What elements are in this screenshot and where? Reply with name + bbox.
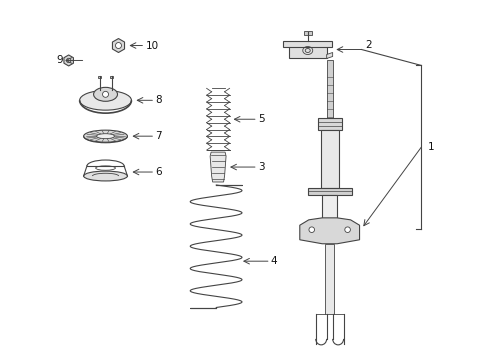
Polygon shape bbox=[64, 55, 73, 66]
Bar bbox=[307, 188, 351, 195]
Text: 8: 8 bbox=[155, 95, 162, 105]
Text: 2: 2 bbox=[365, 40, 371, 50]
Bar bbox=[317, 118, 341, 130]
Ellipse shape bbox=[80, 90, 131, 110]
Polygon shape bbox=[112, 39, 124, 53]
Polygon shape bbox=[299, 218, 359, 244]
Bar bbox=[326, 60, 332, 122]
Text: 6: 6 bbox=[155, 167, 162, 177]
Bar bbox=[324, 244, 334, 315]
Circle shape bbox=[66, 58, 71, 63]
Ellipse shape bbox=[83, 130, 127, 142]
Circle shape bbox=[102, 91, 108, 97]
Polygon shape bbox=[326, 53, 332, 58]
Bar bbox=[110, 76, 113, 78]
Bar bbox=[288, 42, 326, 58]
Text: 4: 4 bbox=[270, 256, 277, 266]
Text: 5: 5 bbox=[258, 114, 264, 124]
Circle shape bbox=[344, 227, 350, 233]
Ellipse shape bbox=[96, 134, 114, 139]
Bar bbox=[98, 76, 101, 78]
Bar bbox=[322, 195, 336, 238]
Bar bbox=[320, 130, 338, 188]
Polygon shape bbox=[210, 152, 225, 182]
Text: 1: 1 bbox=[427, 142, 434, 152]
Text: 9: 9 bbox=[57, 55, 63, 66]
Circle shape bbox=[115, 42, 121, 49]
Ellipse shape bbox=[93, 87, 117, 101]
Text: 10: 10 bbox=[145, 41, 158, 50]
Circle shape bbox=[308, 227, 314, 233]
Bar bbox=[303, 31, 311, 35]
Ellipse shape bbox=[83, 171, 127, 181]
Text: 3: 3 bbox=[258, 162, 264, 172]
Text: 7: 7 bbox=[155, 131, 162, 141]
Bar bbox=[283, 41, 332, 46]
